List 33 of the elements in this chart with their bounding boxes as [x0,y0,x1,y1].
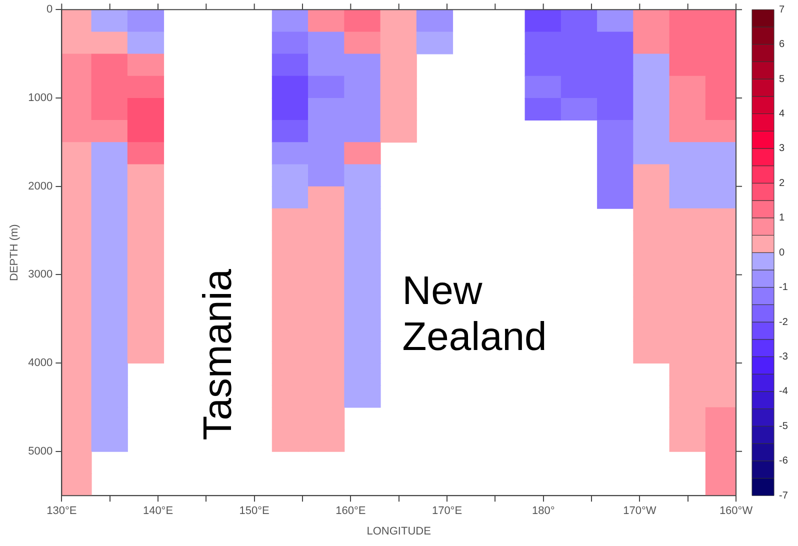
color-bar-label: 1 [779,212,785,224]
color-bar-label: 4 [779,108,785,120]
y-tick-label: 4000 [28,357,53,370]
color-bar-label: 7 [779,4,785,16]
color-bar-label: -3 [779,351,788,362]
y-tick-label: 0 [46,4,53,16]
color-bar-label: 3 [779,143,785,154]
x-tick-label: 140°E [142,505,174,518]
x-tick-label: 170°W [623,505,657,518]
annotation: Tasmania [196,268,240,440]
y-tick-label: 5000 [28,445,53,458]
color-bar-label: 5 [779,74,785,85]
x-tick-label: 150°E [239,505,270,518]
x-tick-label: 160°W [719,505,754,518]
color-bar-label: -1 [779,282,788,294]
x-tick-label: 180° [532,505,555,518]
x-axis-title: LONGITUDE [366,525,431,538]
color-bar-label: 0 [779,247,785,258]
annotation: New Zealand [402,268,547,359]
color-bar-label: -7 [779,490,788,502]
y-tick-label: 1000 [28,92,53,104]
color-bar-label: -4 [779,386,788,398]
color-bar-label: -5 [779,420,788,432]
x-tick-label: 130°E [46,505,77,518]
color-bar-label: -2 [779,316,788,328]
y-axis-title: DEPTH (m) [8,224,21,282]
color-bar-label: 6 [779,39,785,50]
color-bar-label: 2 [779,178,785,189]
x-tick-label: 170°E [432,505,462,518]
x-tick-label: 160°E [336,505,366,518]
y-tick-label: 2000 [28,180,53,192]
y-tick-label: 3000 [28,268,53,281]
color-bar-label: -6 [779,456,788,467]
